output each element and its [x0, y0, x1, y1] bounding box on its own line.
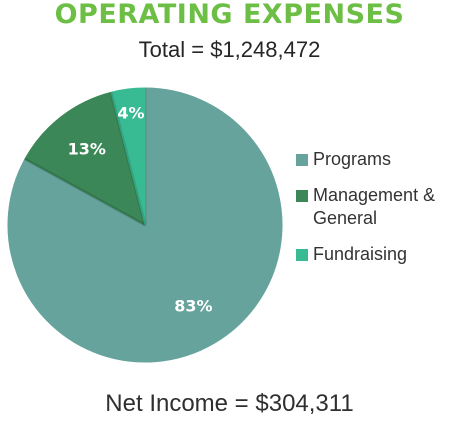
pie-label-programs: 83% — [174, 296, 212, 315]
legend: Programs Management & General Fundraisin… — [296, 148, 459, 279]
pie-slice-edge — [109, 91, 147, 226]
pie-label-fundraising: 4% — [117, 103, 144, 122]
legend-label-fundraising: Fundraising — [313, 244, 408, 264]
pie-group: 83% 13% 4% — [7, 87, 283, 363]
legend-item-management-general: Management & General — [296, 184, 459, 230]
legend-label-programs: Programs — [313, 149, 392, 169]
legend-label-management-general: Management & General — [313, 185, 436, 228]
legend-item-fundraising: Fundraising — [296, 243, 459, 266]
pie-slice-management-general — [24, 91, 146, 226]
pie-slice-programs — [7, 87, 283, 363]
legend-item-programs: Programs — [296, 148, 459, 171]
pie-slice-fundraising — [110, 87, 146, 226]
net-income-label: Net Income = $304,311 — [105, 390, 354, 417]
pie-label-management-general: 13% — [68, 139, 106, 158]
legend-swatch-fundraising — [296, 249, 308, 261]
pie-slice-edge — [24, 157, 146, 227]
chart-title: OPERATING EXPENSES — [54, 0, 405, 30]
legend-swatch-management-general — [296, 190, 308, 202]
legend-swatch-programs — [296, 154, 308, 166]
pie-chart: 83% 13% 4% — [7, 87, 283, 363]
total-label: Total = $1,248,472 — [138, 37, 321, 62]
